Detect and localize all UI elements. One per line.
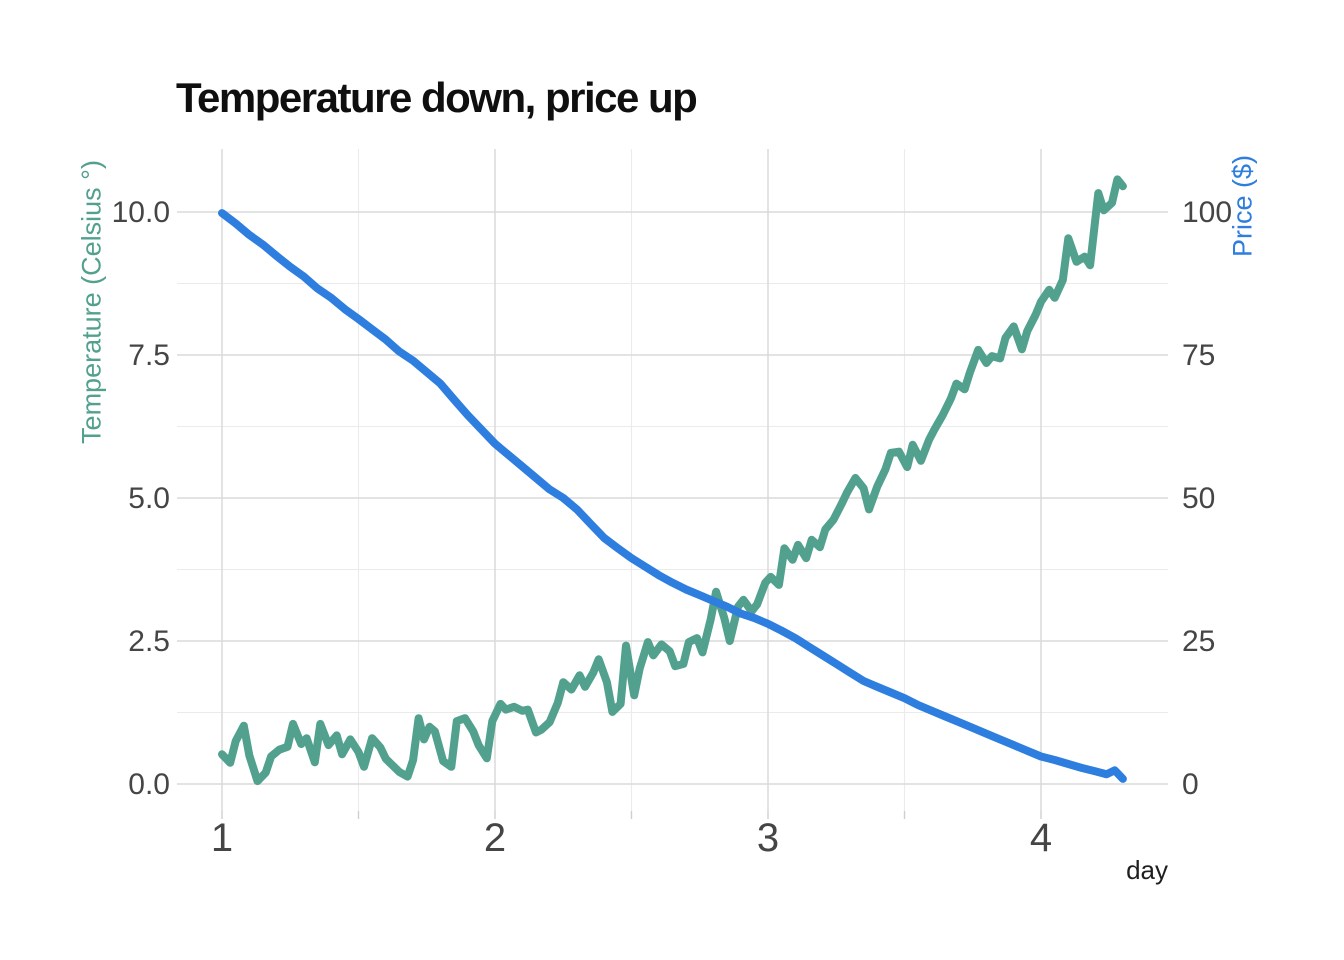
x-axis-title: day <box>1126 855 1168 885</box>
chart-title: Temperature down, price up <box>176 74 698 121</box>
y-right-tick-label: 25 <box>1182 625 1215 658</box>
y-right-tick-label: 0 <box>1182 768 1199 801</box>
y-right-tick-label: 100 <box>1182 196 1232 229</box>
y-left-tick-label: 0.0 <box>128 768 170 801</box>
y-left-tick-label: 7.5 <box>128 339 170 372</box>
y-right-tick-label: 75 <box>1182 339 1215 372</box>
x-tick-label: 4 <box>1030 816 1052 860</box>
x-tick-label: 1 <box>211 816 233 860</box>
x-tick-label: 2 <box>484 816 506 860</box>
y-left-tick-label: 5.0 <box>128 482 170 515</box>
x-tick-label: 3 <box>757 816 779 860</box>
price-line <box>218 209 1127 783</box>
y-left-tick-label: 2.5 <box>128 625 170 658</box>
y-right-tick-label: 50 <box>1182 482 1215 515</box>
temperature-line <box>218 175 1127 786</box>
y-left-tick-label: 10.0 <box>112 196 170 229</box>
